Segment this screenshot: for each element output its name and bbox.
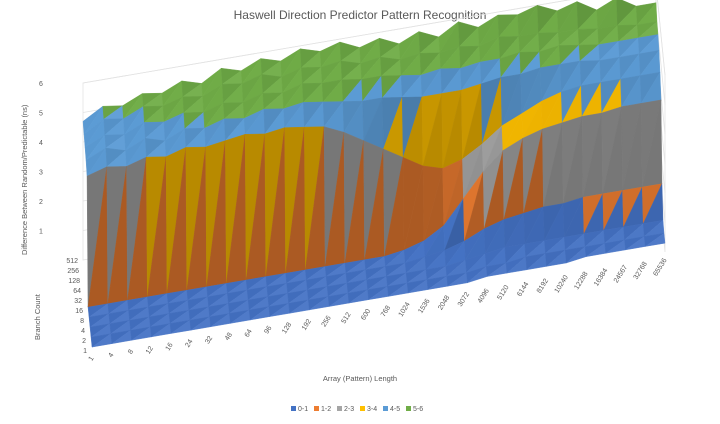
y-tick-label: 256 <box>67 268 79 275</box>
x-tick-label: 24 <box>184 338 194 348</box>
legend-label: 1-2 <box>321 406 331 413</box>
legend-label: 0-1 <box>298 406 308 413</box>
x-tick-label: 12 <box>145 345 155 355</box>
legend-swatch <box>291 406 296 411</box>
legend-swatch <box>406 406 411 411</box>
x-tick-label: 16 <box>165 342 175 352</box>
y-tick-label: 64 <box>73 288 81 295</box>
legend-item: 0-1 <box>291 406 308 413</box>
surface-layer <box>82 0 666 348</box>
x-tick-label: 4 <box>107 352 115 359</box>
x-axis-title: Array (Pattern) Length <box>323 374 397 383</box>
y-tick-label: 32 <box>74 298 82 305</box>
legend-item: 1-2 <box>314 406 331 413</box>
z-tick-label: 3 <box>39 170 43 177</box>
y-tick-label: 1 <box>83 348 87 355</box>
x-tick-label: 1 <box>88 355 96 362</box>
legend-item: 5-6 <box>406 406 423 413</box>
z-tick-label: 4 <box>39 140 43 147</box>
y-tick-label: 512 <box>66 258 78 265</box>
y-tick-label: 128 <box>68 278 80 285</box>
legend-swatch <box>314 406 319 411</box>
legend-item: 4-5 <box>383 406 400 413</box>
legend-swatch <box>383 406 388 411</box>
chart-title: Haswell Direction Predictor Pattern Reco… <box>234 8 487 22</box>
legend-swatch <box>337 406 342 411</box>
z-axis-title: Difference Between Random/Predictable (n… <box>20 104 29 255</box>
y-tick-label: 16 <box>75 308 83 315</box>
legend: 0-1 1-2 2-3 3-4 4-5 5-6 <box>291 406 423 413</box>
x-tick-label: 48 <box>224 332 234 342</box>
x-tick-label: 96 <box>263 325 273 335</box>
legend-item: 2-3 <box>337 406 354 413</box>
surface-facet <box>645 232 666 247</box>
x-tick-label: 64 <box>244 328 254 338</box>
y-axis-title: Branch Count <box>33 293 42 340</box>
legend-label: 4-5 <box>390 406 400 413</box>
z-tick-label: 1 <box>39 229 43 236</box>
x-tick-label: 32 <box>204 335 214 345</box>
z-tick-label: 6 <box>39 81 43 88</box>
x-tick-label: 8 <box>127 348 135 355</box>
z-tick-label: 5 <box>39 111 43 118</box>
legend-label: 3-4 <box>367 406 377 413</box>
y-tick-label: 8 <box>80 318 84 325</box>
gridline-z <box>82 0 666 84</box>
z-tick-label: 2 <box>39 199 43 206</box>
y-tick-label: 4 <box>81 328 85 335</box>
y-tick-label: 2 <box>82 338 86 345</box>
legend-swatch <box>360 406 365 411</box>
legend-label: 5-6 <box>413 406 423 413</box>
legend-item: 3-4 <box>360 406 377 413</box>
legend-label: 2-3 <box>344 406 354 413</box>
